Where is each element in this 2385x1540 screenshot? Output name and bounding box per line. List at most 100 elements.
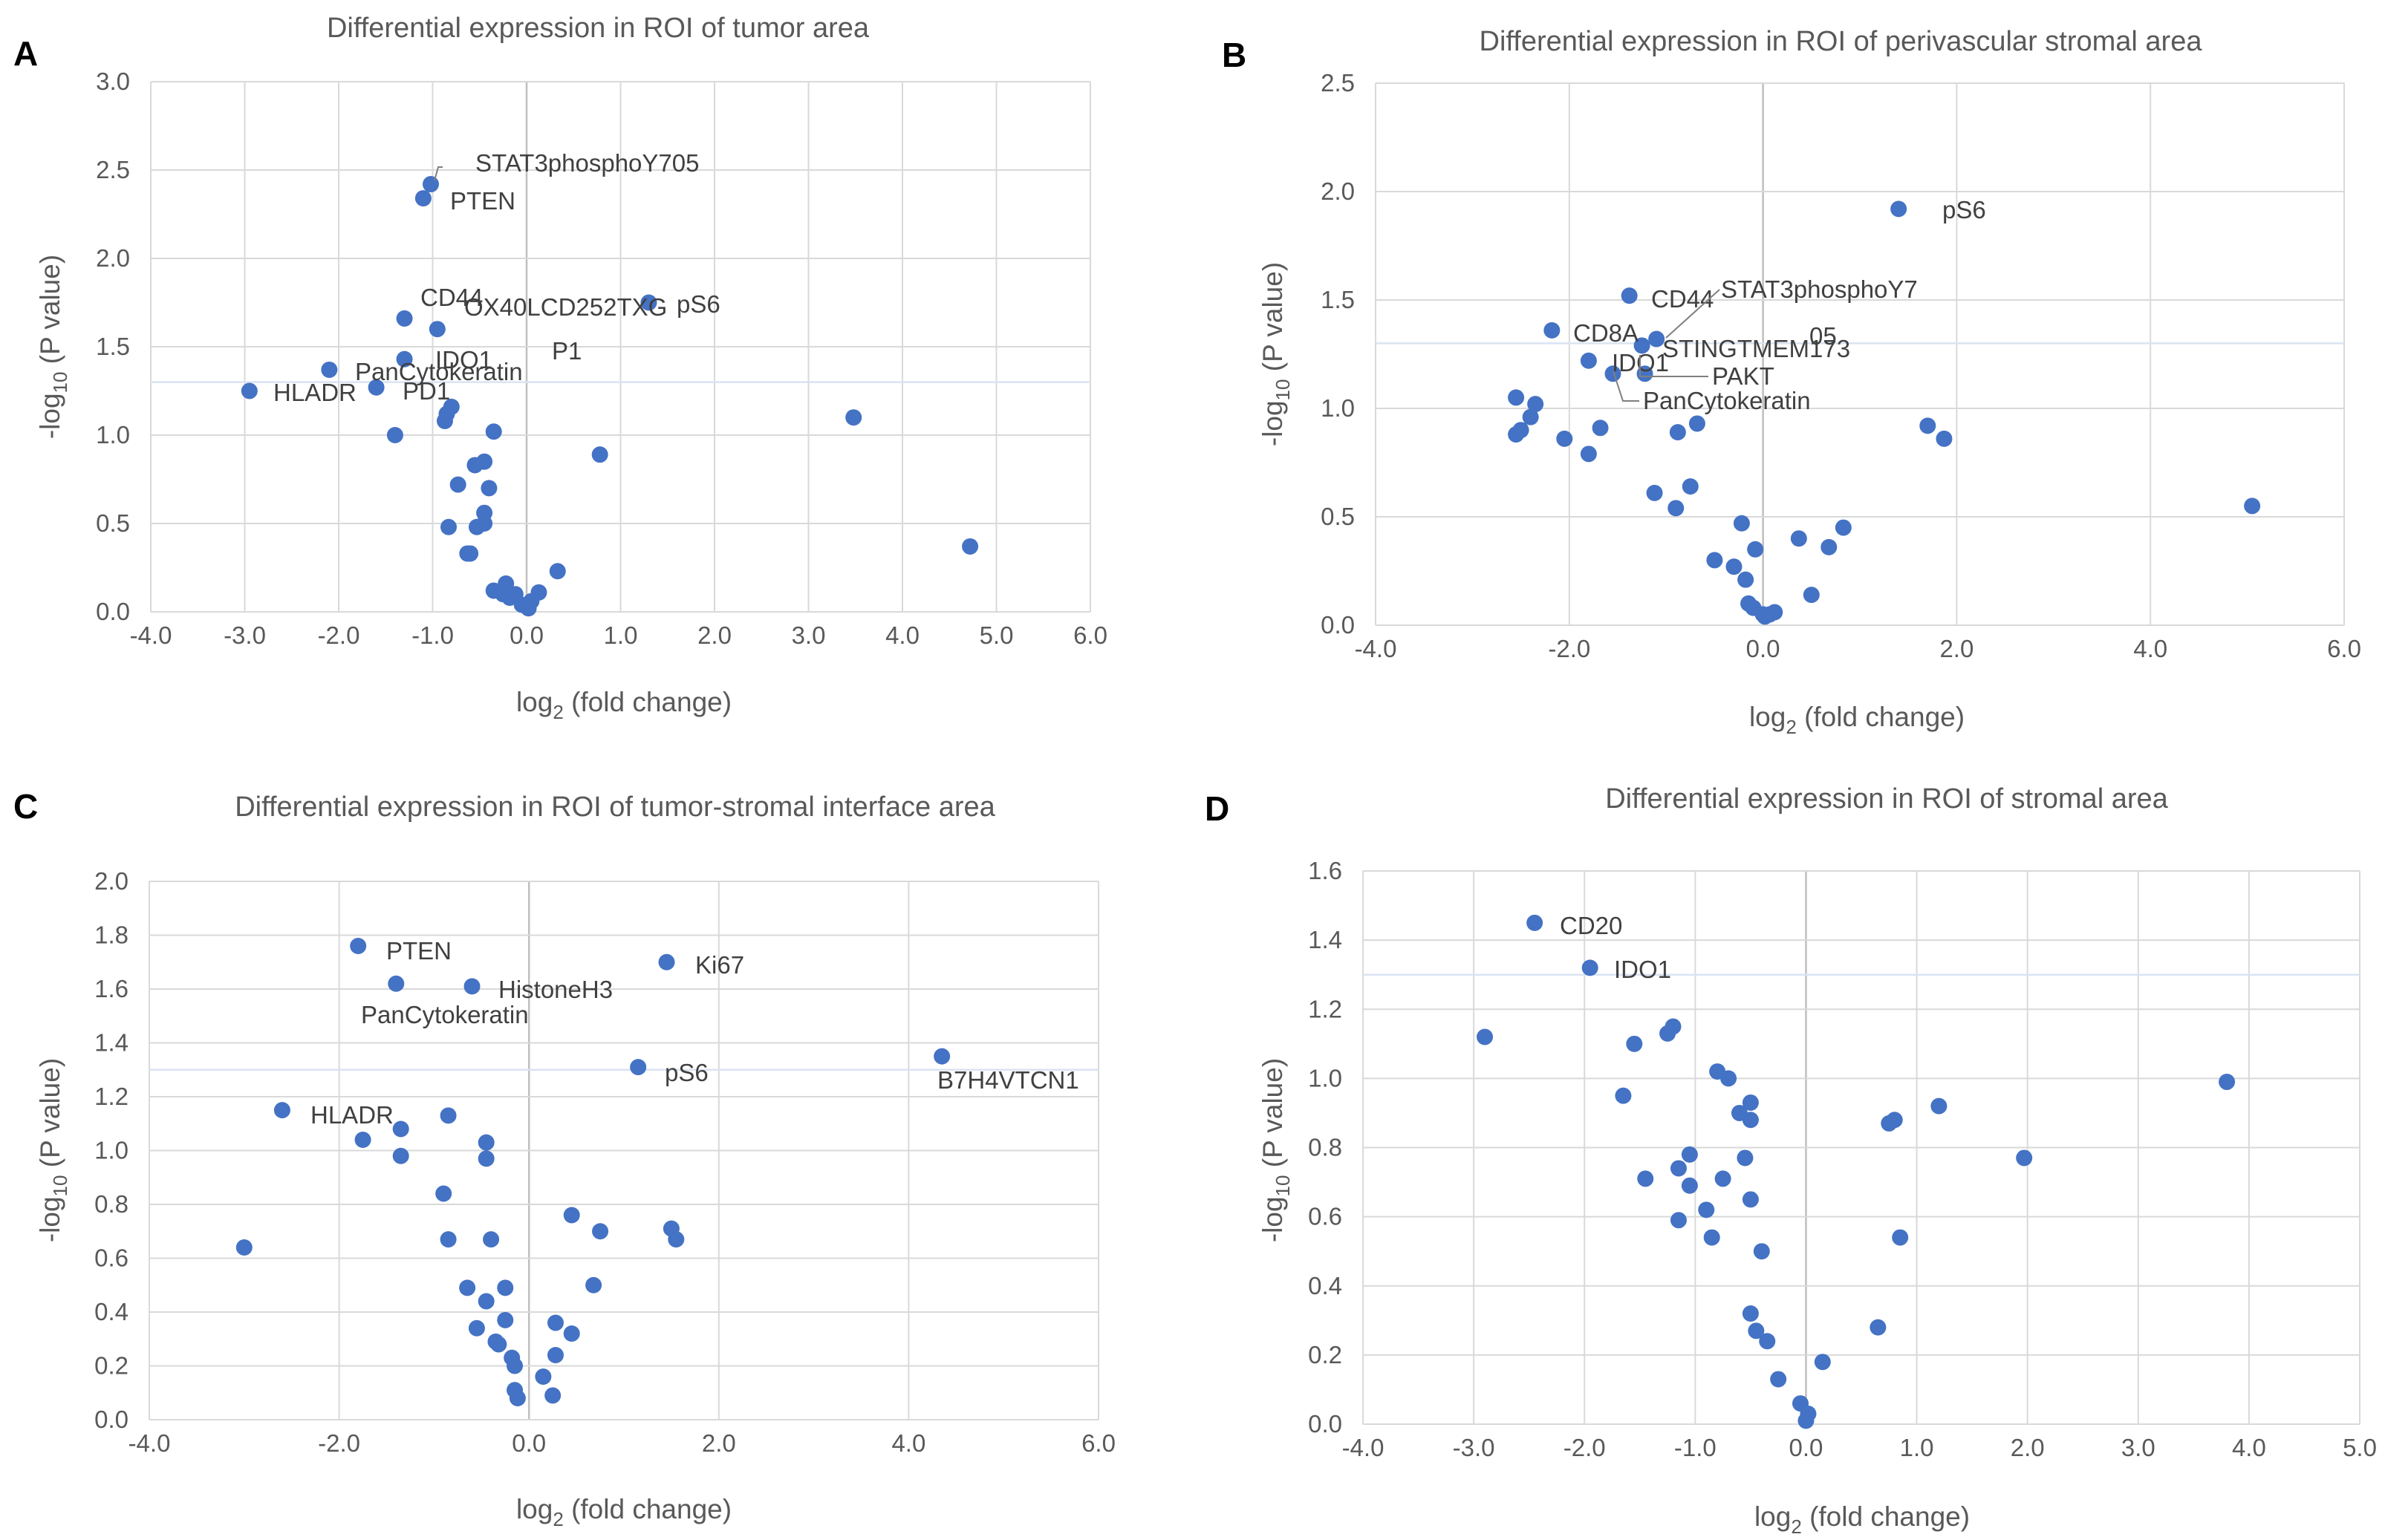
data-point xyxy=(1580,446,1597,463)
data-point xyxy=(1733,515,1750,532)
data-point xyxy=(1543,322,1561,339)
data-point xyxy=(497,1311,514,1328)
data-point xyxy=(1753,1243,1770,1260)
data-point xyxy=(321,361,338,378)
data-point xyxy=(592,1223,609,1240)
data-point xyxy=(483,1231,500,1248)
data-point xyxy=(1742,1094,1759,1111)
data-point xyxy=(396,310,413,327)
y-tick-label: 0.2 xyxy=(94,1352,128,1380)
data-label: IDO1 xyxy=(435,346,492,373)
x-tick-label: 1.0 xyxy=(1900,1434,1934,1461)
data-label: pS6 xyxy=(677,290,720,318)
data-point xyxy=(1667,500,1685,517)
data-point xyxy=(1633,337,1650,354)
y-tick-label: 0.8 xyxy=(94,1190,128,1218)
data-label: CD8A xyxy=(1573,319,1639,347)
y-tick-label: 1.2 xyxy=(1308,995,1342,1022)
x-tick-label: 2.0 xyxy=(702,1429,736,1457)
x-tick-label: -2.0 xyxy=(1548,635,1590,662)
data-label: CD44 xyxy=(1651,285,1714,313)
data-label: PanCytokeratin xyxy=(1643,387,1811,414)
data-label: PanCytokeratin xyxy=(361,1001,529,1028)
data-point xyxy=(1890,200,1907,218)
data-point xyxy=(1580,352,1597,369)
data-point xyxy=(1556,430,1573,447)
y-tick-label: 0.8 xyxy=(1308,1134,1342,1161)
data-point xyxy=(1835,519,1852,536)
data-point xyxy=(1803,587,1820,604)
x-tick-label: 0.0 xyxy=(1746,635,1780,662)
data-label: STAT3phosphoY7 xyxy=(1721,275,1918,303)
y-tick-label: 1.0 xyxy=(1321,394,1355,422)
y-tick-label: 0.0 xyxy=(1308,1410,1342,1438)
x-tick-label: 2.0 xyxy=(697,621,732,649)
data-point xyxy=(547,1314,564,1331)
x-tick-label: 4.0 xyxy=(2232,1434,2266,1461)
panel-label: A xyxy=(13,34,38,73)
data-point xyxy=(1670,1160,1687,1177)
data-point xyxy=(2244,497,2261,515)
data-point xyxy=(468,518,485,535)
y-tick-label: 1.0 xyxy=(1308,1064,1342,1092)
data-point xyxy=(1881,1115,1898,1132)
x-tick-label: -4.0 xyxy=(1355,635,1397,662)
data-label: HistoneH3 xyxy=(498,976,613,1003)
data-point xyxy=(1581,959,1598,976)
data-point xyxy=(1936,430,1953,447)
data-point xyxy=(585,1276,602,1293)
panel-label: C xyxy=(13,787,38,826)
data-point xyxy=(1870,1319,1887,1336)
x-tick-label: 5.0 xyxy=(980,621,1014,649)
x-tick-label: -2.0 xyxy=(1564,1434,1606,1461)
data-point xyxy=(497,1279,514,1296)
data-point xyxy=(478,1293,495,1310)
data-point xyxy=(1508,389,1525,406)
y-tick-label: 0.0 xyxy=(1321,611,1355,639)
data-point xyxy=(2016,1149,2033,1167)
y-axis-label: -log10 (P value) xyxy=(35,255,71,439)
data-point xyxy=(1648,330,1665,348)
data-label: PAKT xyxy=(1712,362,1774,390)
data-label: OX40LCD252TXG xyxy=(464,293,667,321)
data-point xyxy=(507,1357,524,1374)
x-tick-label: -3.0 xyxy=(1453,1434,1495,1461)
data-label: B7H4VTCN1 xyxy=(937,1066,1079,1094)
x-tick-label: 6.0 xyxy=(2327,635,2361,662)
y-tick-label: 0.5 xyxy=(96,509,130,537)
data-point xyxy=(368,379,385,396)
y-axis-label: -log10 (P value) xyxy=(1257,262,1294,446)
data-point xyxy=(273,1102,290,1119)
data-point xyxy=(1930,1097,1948,1115)
data-point xyxy=(1747,541,1764,558)
annotation-leader-line xyxy=(434,166,443,181)
x-tick-label: -2.0 xyxy=(318,621,360,649)
y-tick-label: 3.0 xyxy=(96,68,130,95)
data-point xyxy=(1636,365,1653,382)
data-point xyxy=(1748,1322,1765,1340)
data-point xyxy=(563,1207,580,1224)
y-tick-label: 0.0 xyxy=(96,598,130,625)
data-point xyxy=(392,1120,409,1138)
data-point xyxy=(535,1368,552,1385)
data-point xyxy=(440,1231,457,1248)
x-tick-label: 6.0 xyxy=(1073,621,1107,649)
x-tick-label: 1.0 xyxy=(604,621,638,649)
data-point xyxy=(501,589,518,606)
data-point xyxy=(1797,1412,1815,1429)
y-tick-label: 2.0 xyxy=(94,867,128,895)
data-label: pS6 xyxy=(1942,196,1986,224)
y-tick-label: 1.2 xyxy=(94,1083,128,1110)
x-tick-label: -4.0 xyxy=(1342,1434,1385,1461)
data-point xyxy=(962,538,979,555)
data-point xyxy=(518,598,535,615)
x-tick-label: -4.0 xyxy=(128,1429,171,1457)
y-tick-label: 0.0 xyxy=(94,1406,128,1433)
data-point xyxy=(459,545,476,562)
data-point xyxy=(1737,571,1754,588)
data-point xyxy=(386,427,403,443)
data-point xyxy=(1919,417,1936,434)
y-tick-label: 0.4 xyxy=(1308,1272,1342,1299)
data-label: CD44 xyxy=(420,284,483,311)
